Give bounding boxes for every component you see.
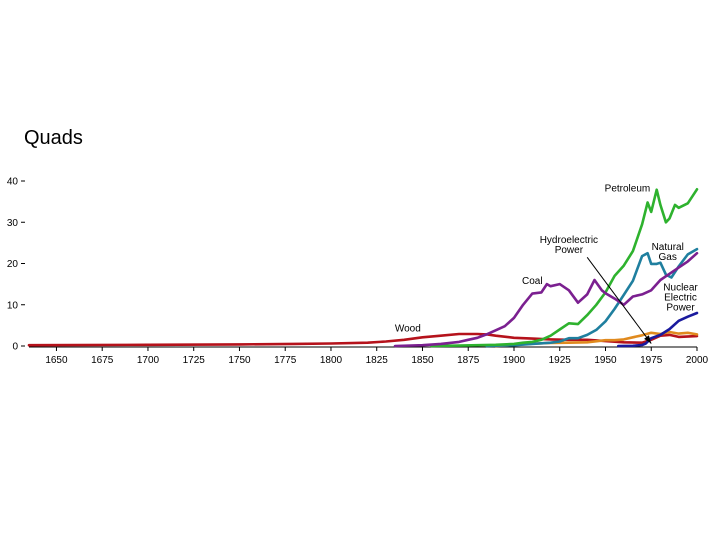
x-tick-label: 1850 bbox=[411, 355, 434, 366]
series-line-coal bbox=[393, 251, 699, 348]
y-tick-label: 20 bbox=[7, 259, 19, 270]
x-tick-label: 1900 bbox=[503, 355, 526, 366]
annotation-line: Petroleum bbox=[605, 184, 651, 195]
x-tick-label: 1750 bbox=[228, 355, 251, 366]
annotation-line: Natural bbox=[652, 242, 684, 253]
x-tick-label: 1950 bbox=[594, 355, 617, 366]
annotation-line: Nuclear bbox=[663, 282, 698, 293]
x-tick-label: 1650 bbox=[45, 355, 68, 366]
y-tick-label: 0 bbox=[12, 342, 18, 353]
annotation-line: Electric bbox=[664, 292, 697, 303]
annotation-line: Hydroelectric bbox=[540, 235, 598, 246]
annotation-arrow-line bbox=[586, 257, 652, 344]
annotation-line: Coal bbox=[522, 276, 543, 287]
annotation-line: Gas bbox=[659, 252, 677, 263]
series-line-nuclear-electric-power bbox=[616, 311, 699, 348]
x-tick-label: 1825 bbox=[366, 355, 389, 366]
series-line-wood bbox=[27, 332, 699, 347]
x-tick-label: 1700 bbox=[137, 355, 160, 366]
x-tick-label: 1675 bbox=[91, 355, 114, 366]
annotation-coal: Coal bbox=[522, 276, 543, 287]
y-axis-title: Quads bbox=[24, 127, 83, 149]
x-tick-label: 1925 bbox=[549, 355, 572, 366]
annotation-natural-gas: Natural Gas bbox=[652, 242, 684, 263]
annotation-line: Power bbox=[555, 245, 584, 256]
y-tick-label: 10 bbox=[7, 300, 19, 311]
annotation-petroleum: Petroleum bbox=[605, 184, 651, 195]
x-tick-label: 1725 bbox=[183, 355, 206, 366]
annotation-hydroelectric-power: Hydroelectric Power bbox=[540, 235, 598, 256]
x-tick-label: 1775 bbox=[274, 355, 297, 366]
y-tick-label: 30 bbox=[7, 218, 19, 229]
x-tick-label: 1875 bbox=[457, 355, 480, 366]
x-tick-label: 1975 bbox=[640, 355, 663, 366]
annotation-wood: Wood bbox=[395, 324, 421, 335]
series-line-petroleum bbox=[430, 188, 699, 348]
annotation-arrow-head bbox=[644, 335, 652, 344]
y-tick-label: 40 bbox=[7, 177, 19, 188]
x-tick-label: 2000 bbox=[686, 355, 709, 366]
x-tick-label: 1800 bbox=[320, 355, 343, 366]
annotation-line: Wood bbox=[395, 324, 421, 335]
annotation-nuclear-electric-power: Nuclear Electric Power bbox=[663, 282, 698, 313]
annotation-line: Power bbox=[666, 302, 695, 313]
